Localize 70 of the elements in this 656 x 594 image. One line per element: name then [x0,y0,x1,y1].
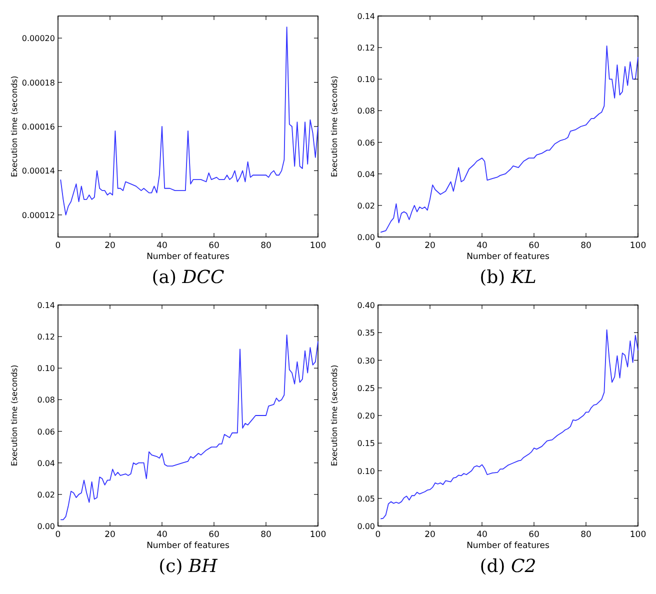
y-tick-label: 0.00018 [22,78,55,88]
y-axis-title: Execution time (seconds) [10,364,19,466]
y-tick-label: 0.08 [37,396,55,405]
y-tick-label: 0.00020 [22,34,55,44]
x-tick-label: 0 [55,530,61,540]
y-tick-label: 0.14 [37,301,55,310]
y-axis-title: Execution time (seconds) [330,76,339,178]
y-tick-label: 0.25 [357,384,375,393]
y-tick-label: 0.00012 [22,210,55,220]
y-tick-label: 0.00014 [22,166,55,176]
x-tick-label: 0 [375,241,381,251]
text: (a) DCC [152,267,224,288]
y-tick-label: 0.08 [357,106,375,116]
x-axis-title: Number of features [146,541,230,551]
x-tick-label: 20 [424,241,436,251]
y-tick-label: 0.10 [357,466,375,476]
y-tick-label: 0.04 [357,170,375,179]
x-tick-label: 100 [310,530,326,540]
x-tick-label: 100 [630,241,646,251]
y-tick-label: 0.02 [357,201,375,210]
x-tick-label: 40 [476,530,488,540]
x-tick-label: 60 [528,241,540,251]
y-tick-label: 0.02 [37,490,55,500]
y-tick-label: 0.14 [357,12,375,21]
y-tick-label: 0.10 [357,75,375,84]
text: (b) KL [480,267,536,288]
x-tick-label: 100 [310,241,326,251]
line-series [60,334,318,520]
line-series [380,46,638,233]
x-tick-label: 60 [528,530,540,540]
y-tick-label: 0.12 [357,44,375,53]
y-tick-label: 0.00 [357,522,375,531]
x-tick-label: 20 [424,530,436,540]
y-tick-label: 0.30 [357,356,375,366]
y-axis-title: Execution time (seconds) [10,76,19,178]
y-tick-label: 0.00 [357,233,375,242]
y-tick-label: 0.06 [37,427,55,436]
line-series [380,329,638,520]
y-tick-label: 0.15 [357,439,375,448]
x-tick-label: 80 [580,241,592,251]
y-tick-label: 0.35 [357,328,375,338]
x-tick-label: 0 [55,241,61,251]
x-tick-label: 80 [580,530,592,540]
y-axis-title: Execution time (seconds) [330,364,339,466]
y-tick-label: 0.06 [357,138,375,148]
line-series [60,26,318,216]
y-tick-label: 0.00 [37,522,55,531]
x-tick-label: 80 [260,241,272,251]
x-tick-label: 40 [156,241,168,251]
y-tick-label: 0.12 [37,332,55,342]
x-axis-title: Number of features [466,541,550,551]
x-axis-title: Number of features [466,252,550,262]
y-tick-label: 0.40 [357,301,375,310]
x-tick-label: 20 [104,241,116,251]
x-tick-label: 80 [260,530,272,540]
x-tick-label: 60 [208,241,220,251]
x-tick-label: 20 [104,530,116,540]
text: (d) C2 [480,556,536,577]
y-tick-label: 0.04 [37,458,55,468]
x-tick-label: 100 [630,530,646,540]
x-tick-label: 60 [208,530,220,540]
y-tick-label: 0.10 [37,364,55,374]
y-tick-label: 0.05 [357,494,375,504]
y-tick-label: 0.00016 [22,122,55,132]
y-tick-label: 0.20 [357,412,375,420]
x-axis-title: Number of features [146,252,230,262]
x-tick-label: 0 [375,530,381,540]
text: (c) BH [158,556,218,577]
x-tick-label: 40 [156,530,168,540]
x-tick-label: 40 [476,241,488,251]
